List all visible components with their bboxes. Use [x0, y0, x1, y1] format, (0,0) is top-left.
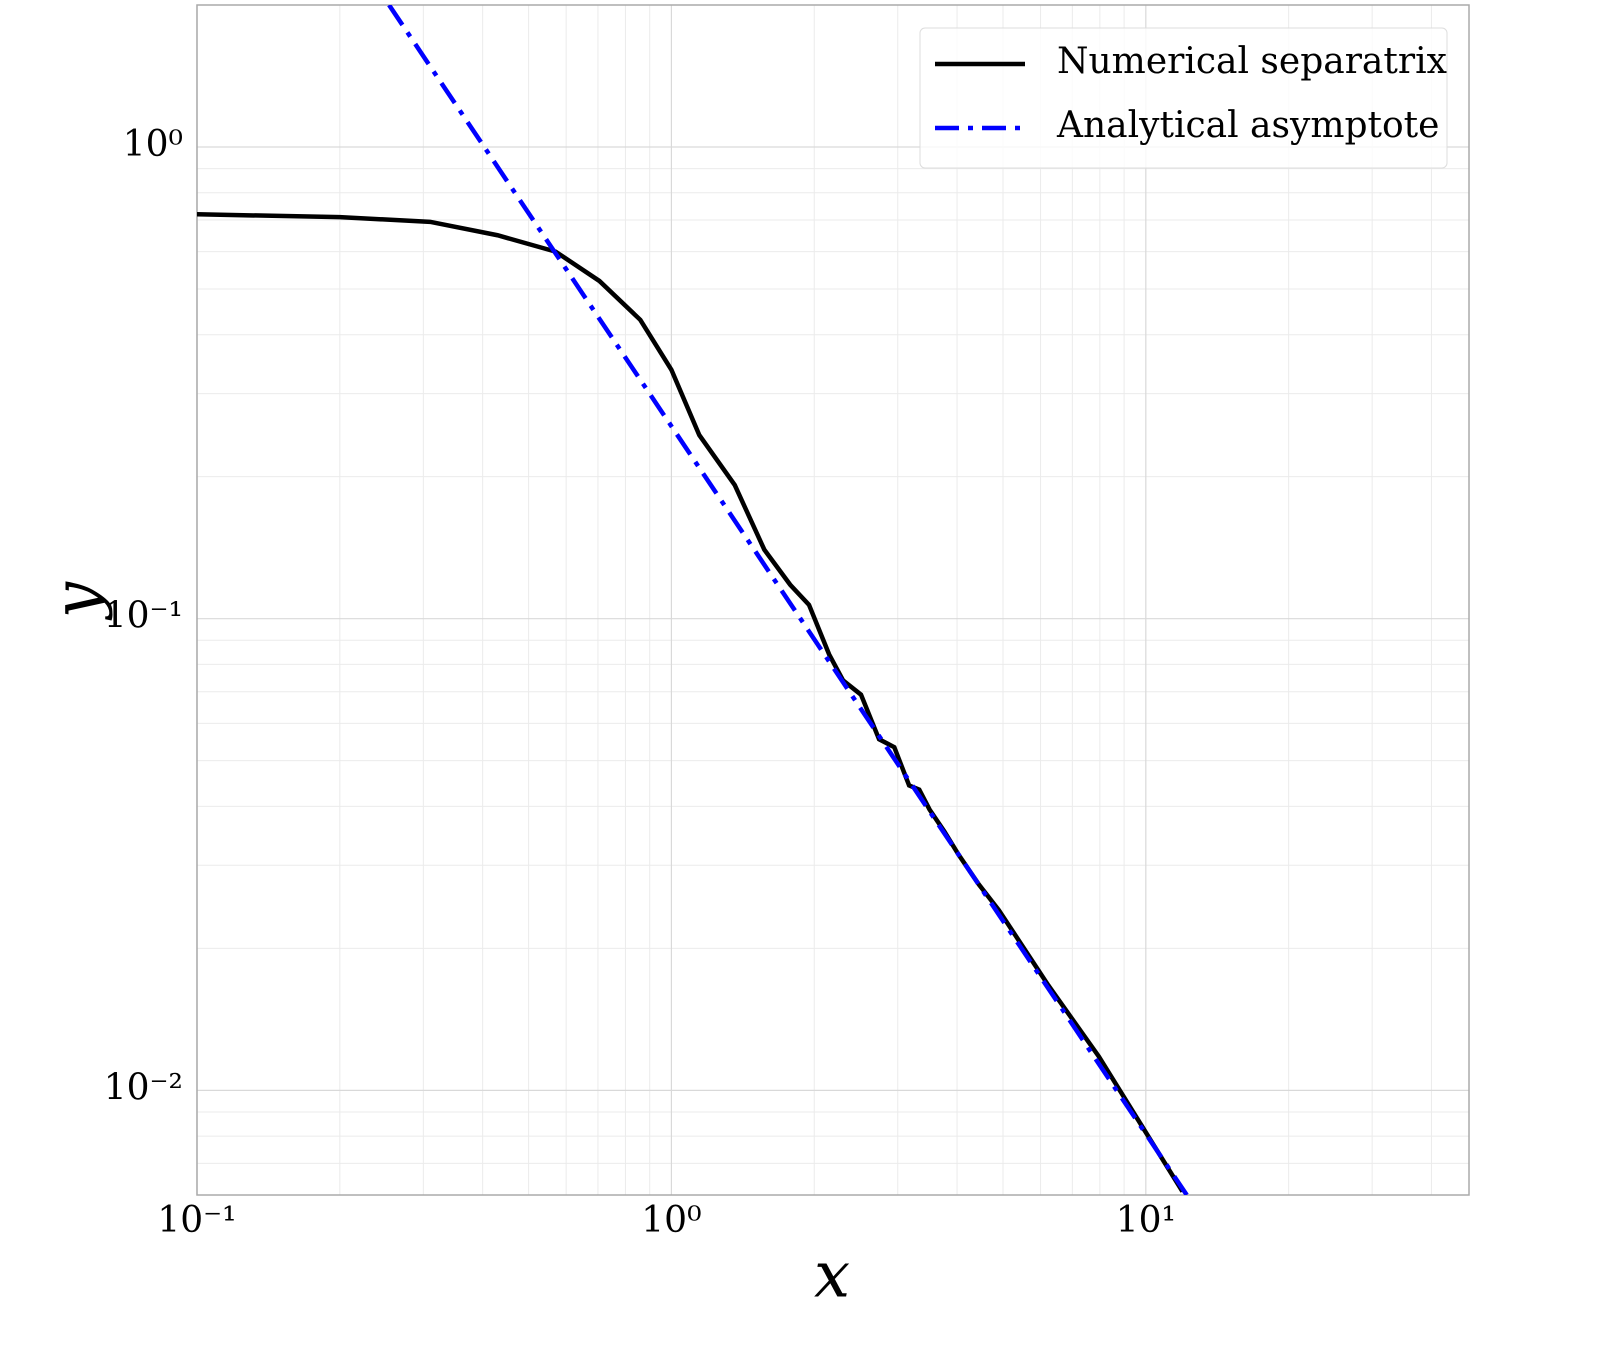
x-tick-label: 10⁰ — [641, 1200, 701, 1241]
y-tick-label: 10⁻² — [104, 1067, 183, 1108]
line-series — [387, 5, 1189, 1195]
y-axis-label: y — [41, 581, 115, 621]
x-tick-label: 10⁻¹ — [157, 1200, 236, 1241]
legend-label: Analytical asymptote — [1056, 105, 1439, 146]
line-series — [197, 212, 1185, 1193]
y-tick-label: 10⁰ — [123, 124, 183, 165]
legend-box — [919, 27, 1448, 169]
x-axis-label: x — [814, 1239, 850, 1313]
x-tick-label: 10¹ — [1116, 1200, 1176, 1241]
y-tick-label: 10⁻¹ — [104, 596, 183, 637]
plot-frame — [196, 4, 1470, 1196]
legend-label: Numerical separatrix — [1057, 41, 1447, 82]
